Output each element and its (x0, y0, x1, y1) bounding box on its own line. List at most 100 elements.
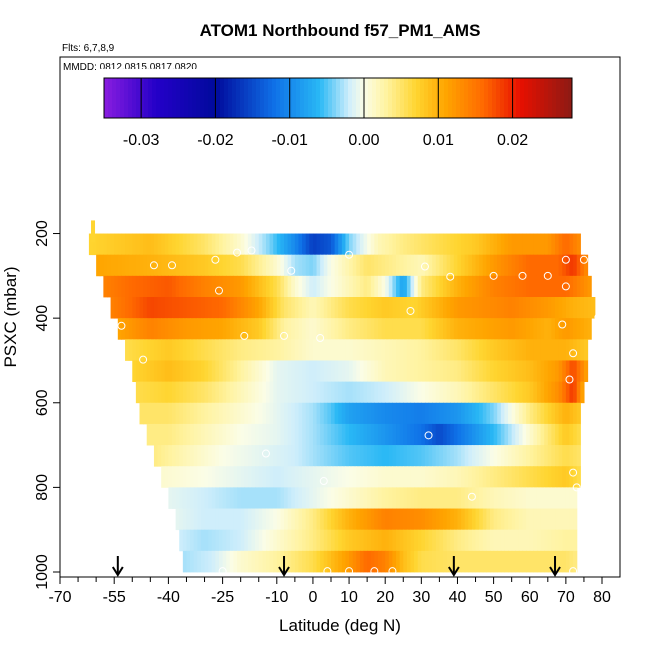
heatmap-cell (320, 254, 325, 277)
heatmap-cell (280, 275, 285, 298)
heatmap-cell (320, 339, 325, 361)
heatmap-cell (265, 233, 271, 256)
heatmap-cell (345, 381, 350, 404)
heatmap-cell (320, 487, 325, 509)
heatmap-cell (334, 339, 339, 361)
heatmap-cell (562, 254, 567, 277)
heatmap-cell (406, 402, 412, 425)
heatmap-cell (211, 466, 216, 488)
heatmap-cell (428, 381, 433, 404)
heatmap-cell (106, 233, 112, 256)
heatmap-cell (547, 275, 553, 298)
heatmap-cell (302, 529, 307, 552)
heatmap-cell (218, 297, 224, 319)
heatmap-cell (161, 360, 166, 383)
heatmap-cell (309, 466, 314, 488)
colorbar-segment (324, 78, 329, 118)
heatmap-cell (186, 275, 191, 298)
heatmap-cell (255, 550, 260, 573)
heatmap-cell (562, 233, 567, 256)
heatmap-cell (345, 529, 350, 552)
heatmap-cell (450, 360, 455, 383)
heatmap-cell (482, 233, 487, 256)
heatmap-cell (244, 233, 249, 256)
heatmap-cell (511, 275, 516, 298)
heatmap-cell (471, 381, 477, 404)
heatmap-cell (544, 529, 549, 552)
heatmap-cell (302, 233, 307, 256)
heatmap-cell (359, 508, 365, 531)
heatmap-cell (334, 445, 339, 467)
heatmap-cell (298, 360, 303, 383)
heatmap-cell (150, 423, 155, 446)
heatmap-cell (414, 466, 419, 488)
heatmap-cell (251, 339, 256, 361)
heatmap-cell (280, 233, 285, 256)
heatmap-cell (417, 445, 422, 467)
heatmap-cell (504, 487, 509, 509)
heatmap-cell (381, 445, 386, 467)
heatmap-cell (164, 423, 169, 446)
heatmap-cell (555, 297, 560, 319)
heatmap-cell (182, 550, 188, 573)
heatmap-cell (435, 487, 440, 509)
heatmap-cell (312, 402, 318, 425)
heatmap-cell (316, 254, 321, 277)
heatmap-cell (529, 233, 534, 256)
heatmap-cell (555, 550, 560, 573)
observation-marker (388, 567, 397, 576)
heatmap-cell (428, 466, 433, 488)
heatmap-cell (316, 233, 321, 256)
heatmap-cell (439, 466, 444, 488)
heatmap-cell (504, 423, 509, 446)
heatmap-cell (551, 487, 556, 509)
heatmap-cell (432, 275, 437, 298)
heatmap-cell (410, 445, 415, 467)
heatmap-cell (237, 445, 242, 467)
heatmap-cell (273, 254, 278, 277)
heatmap-cell (182, 466, 188, 488)
heatmap-cell (175, 508, 180, 531)
heatmap-cell (251, 487, 256, 509)
heatmap-cell (569, 550, 574, 573)
heatmap-cell (475, 423, 480, 446)
heatmap-cell (377, 487, 383, 509)
heatmap-cell (341, 233, 347, 256)
heatmap-cell (168, 318, 173, 340)
heatmap-cell (251, 466, 256, 488)
heatmap-cell (576, 275, 581, 298)
colorbar-segment (440, 78, 445, 118)
heatmap-cell (179, 466, 184, 488)
heatmap-cell (374, 508, 379, 531)
heatmap-cell (565, 381, 571, 404)
heatmap-cell (547, 339, 553, 361)
y-tick-label: 200 (34, 220, 51, 247)
heatmap-cell (562, 550, 567, 573)
heatmap-cell (294, 318, 300, 340)
heatmap-cell (298, 487, 303, 509)
heatmap-cell (464, 550, 469, 573)
colorbar-segment (424, 78, 429, 118)
heatmap-cell (421, 275, 426, 298)
heatmap-cell (258, 402, 263, 425)
heatmap-cell (446, 360, 451, 383)
heatmap-cell (182, 445, 188, 467)
heatmap-cell (298, 318, 303, 340)
heatmap-cell (197, 233, 202, 256)
heatmap-cell (211, 254, 216, 277)
heatmap-cell (526, 339, 531, 361)
heatmap-cell (547, 487, 553, 509)
heatmap-cell (150, 275, 155, 298)
heatmap-cell (341, 381, 347, 404)
heatmap-cell (450, 529, 455, 552)
heatmap-cell (193, 423, 198, 446)
observation-marker (261, 449, 270, 458)
heatmap-cell (193, 381, 198, 404)
heatmap-cell (468, 297, 473, 319)
heatmap-cell (359, 423, 365, 446)
heatmap-cell (197, 360, 202, 383)
heatmap-cell (428, 254, 433, 277)
heatmap-cell (276, 339, 282, 361)
heatmap-cell (555, 318, 560, 340)
heatmap-cell (229, 233, 235, 256)
